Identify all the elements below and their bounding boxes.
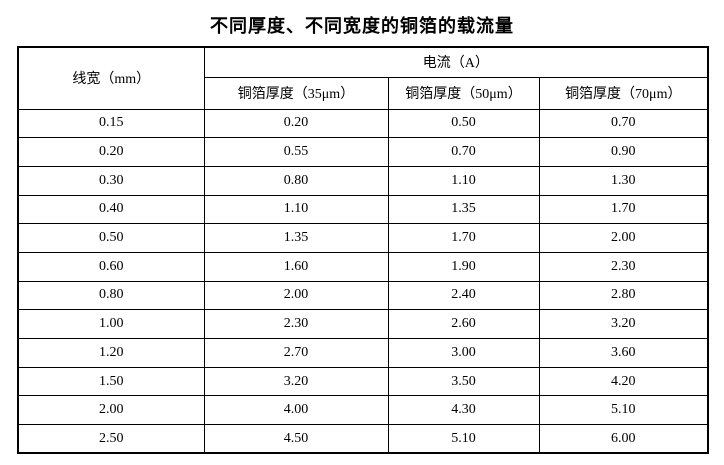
table-cell: 1.20 bbox=[17, 338, 205, 368]
thickness-70-header: 铜箔厚度（70μm） bbox=[538, 76, 709, 110]
table-row: 1.50 3.20 3.50 4.20 bbox=[17, 366, 709, 397]
table-cell: 1.70 bbox=[538, 194, 709, 225]
table-cell: 0.50 bbox=[17, 223, 205, 253]
table-cell: 1.30 bbox=[538, 165, 709, 196]
table-cell: 0.80 bbox=[17, 280, 205, 311]
table-cell: 3.50 bbox=[387, 366, 540, 397]
table-cell: 2.60 bbox=[387, 309, 540, 339]
table-cell: 3.20 bbox=[203, 366, 389, 397]
table-cell: 1.70 bbox=[387, 223, 540, 253]
table-cell: 0.40 bbox=[17, 194, 205, 225]
table-cell: 1.35 bbox=[203, 223, 389, 253]
table-row: 1.00 2.30 2.60 3.20 bbox=[17, 309, 709, 339]
table-cell: 1.10 bbox=[387, 165, 540, 196]
table-cell: 1.10 bbox=[203, 194, 389, 225]
thickness-35-header: 铜箔厚度（35μm） bbox=[203, 76, 389, 110]
table-cell: 0.55 bbox=[203, 137, 389, 167]
line-width-header: 线宽（mm） bbox=[17, 46, 205, 110]
table-cell: 1.35 bbox=[387, 194, 540, 225]
table-cell: 1.00 bbox=[17, 309, 205, 339]
table-cell: 2.70 bbox=[203, 338, 389, 368]
table-cell: 0.15 bbox=[17, 108, 205, 139]
current-capacity-table: 线宽（mm） 电流（A） 铜箔厚度（35μm） 铜箔厚度（50μm） 铜箔厚度（… bbox=[17, 46, 710, 455]
table-body: 0.15 0.20 0.50 0.70 0.20 0.55 0.70 0.90 … bbox=[17, 108, 709, 454]
table-row: 1.20 2.70 3.00 3.60 bbox=[17, 338, 709, 368]
table-cell: 1.90 bbox=[387, 251, 540, 282]
table-cell: 3.60 bbox=[538, 338, 709, 368]
table-row: 0.50 1.35 1.70 2.00 bbox=[17, 223, 709, 253]
table-row: 2.50 4.50 5.10 6.00 bbox=[17, 424, 709, 454]
table-cell: 0.20 bbox=[203, 108, 389, 139]
table-cell: 4.30 bbox=[387, 395, 540, 426]
table-cell: 0.80 bbox=[203, 165, 389, 196]
table-cell: 0.70 bbox=[538, 108, 709, 139]
table-cell: 0.70 bbox=[387, 137, 540, 167]
table-cell: 2.00 bbox=[17, 395, 205, 426]
table-cell: 2.30 bbox=[538, 251, 709, 282]
table-cell: 2.00 bbox=[538, 223, 709, 253]
table-row: 0.40 1.10 1.35 1.70 bbox=[17, 194, 709, 225]
table-cell: 2.40 bbox=[387, 280, 540, 311]
table-cell: 0.60 bbox=[17, 251, 205, 282]
table-cell: 2.80 bbox=[538, 280, 709, 311]
table-cell: 1.60 bbox=[203, 251, 389, 282]
table-cell: 2.30 bbox=[203, 309, 389, 339]
table-cell: 1.50 bbox=[17, 366, 205, 397]
table-row: 0.15 0.20 0.50 0.70 bbox=[17, 108, 709, 139]
table-row: 0.80 2.00 2.40 2.80 bbox=[17, 280, 709, 311]
table-row: 0.60 1.60 1.90 2.30 bbox=[17, 251, 709, 282]
table-cell: 5.10 bbox=[538, 395, 709, 426]
table-row: 2.00 4.00 4.30 5.10 bbox=[17, 395, 709, 426]
table-cell: 5.10 bbox=[387, 424, 540, 454]
table-cell: 2.50 bbox=[17, 424, 205, 454]
table-cell: 0.90 bbox=[538, 137, 709, 167]
table-row: 0.20 0.55 0.70 0.90 bbox=[17, 137, 709, 167]
table-cell: 2.00 bbox=[203, 280, 389, 311]
table-cell: 4.20 bbox=[538, 366, 709, 397]
table-cell: 4.00 bbox=[203, 395, 389, 426]
table-cell: 0.20 bbox=[17, 137, 205, 167]
table-header: 线宽（mm） 电流（A） 铜箔厚度（35μm） 铜箔厚度（50μm） 铜箔厚度（… bbox=[17, 46, 709, 110]
table-cell: 0.50 bbox=[387, 108, 540, 139]
table-cell: 3.00 bbox=[387, 338, 540, 368]
current-header: 电流（A） bbox=[203, 46, 709, 78]
table-cell: 0.30 bbox=[17, 165, 205, 196]
table-cell: 3.20 bbox=[538, 309, 709, 339]
page-title: 不同厚度、不同宽度的铜箔的载流量 bbox=[210, 16, 514, 36]
table-row: 0.30 0.80 1.10 1.30 bbox=[17, 165, 709, 196]
table-cell: 4.50 bbox=[203, 424, 389, 454]
header-row-2: 铜箔厚度（35μm） 铜箔厚度（50μm） 铜箔厚度（70μm） bbox=[18, 76, 709, 110]
header-row-1: 线宽（mm） 电流（A） bbox=[17, 46, 709, 110]
table-cell: 6.00 bbox=[538, 424, 709, 454]
thickness-50-header: 铜箔厚度（50μm） bbox=[387, 76, 540, 110]
